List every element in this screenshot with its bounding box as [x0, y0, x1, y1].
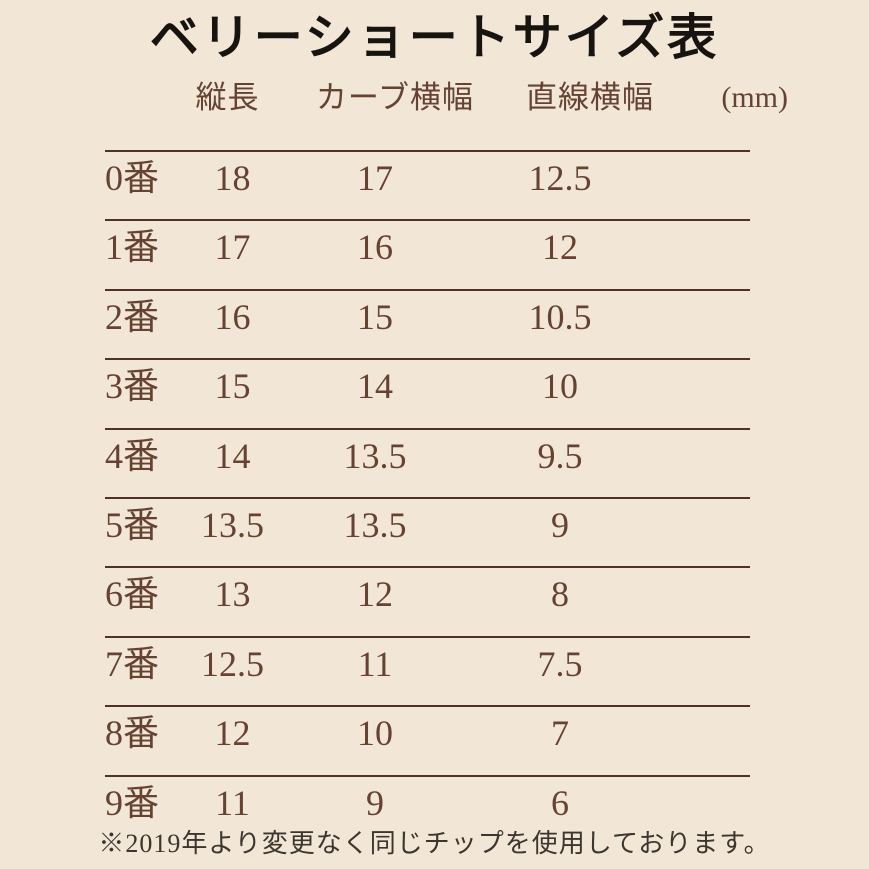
cell-value: 9 [366, 782, 384, 823]
size-table-body: 0番 18 17 12.5 1番 17 16 12 2番 16 15 10.5 3番 15 14 10 4番 14… [105, 150, 750, 844]
cell-value: 12 [357, 574, 393, 615]
cell-value: 15 [357, 296, 393, 337]
table-row: 6番 13 12 8 [105, 566, 750, 635]
row-label: 3番 [105, 366, 160, 407]
row-spacer [660, 437, 750, 497]
column-header-straight-width: 直線横幅 [526, 80, 654, 115]
cell-value: 11 [215, 782, 250, 823]
cell-value: 18 [214, 158, 251, 198]
cell-value: 12 [542, 227, 578, 268]
table-row: 1番 17 16 12 [105, 219, 750, 288]
row-spacer [660, 714, 750, 774]
row-spacer [660, 506, 750, 566]
unit-label: (mm) [721, 81, 788, 114]
cell-value: 10 [542, 366, 578, 407]
table-row: 0番 18 17 12.5 [105, 150, 750, 219]
cell-value: 12.5 [528, 158, 592, 198]
row-label: 1番 [105, 227, 160, 268]
row-spacer [660, 645, 750, 705]
cell-value: 14 [357, 366, 393, 407]
cell-value: 10.5 [528, 296, 592, 337]
row-spacer [660, 575, 750, 635]
cell-value: 8 [551, 574, 569, 615]
cell-value: 16 [357, 227, 393, 268]
row-label: 2番 [105, 296, 160, 337]
cell-value: 12.5 [201, 643, 264, 684]
cell-value: 17 [214, 227, 251, 268]
cell-value: 15 [214, 366, 251, 407]
table-row: 3番 15 14 10 [105, 358, 750, 427]
table-row: 5番 13.5 13.5 9 [105, 496, 750, 566]
cell-value: 10 [357, 713, 393, 754]
table-row: 8番 12 10 7 [105, 705, 750, 774]
cell-value: 9.5 [537, 435, 583, 476]
cell-value: 12 [214, 713, 251, 754]
cell-value: 6 [551, 782, 569, 823]
cell-value: 17 [357, 158, 393, 198]
table-row: 9番 11 9 6 [105, 774, 750, 844]
cell-value: 13.5 [343, 504, 407, 545]
row-label: 4番 [105, 435, 160, 476]
row-label: 6番 [105, 574, 160, 615]
cell-value: 13.5 [201, 504, 264, 545]
row-label: 0番 [105, 158, 160, 198]
cell-value: 9 [551, 504, 569, 545]
row-label: 7番 [105, 643, 160, 684]
table-row: 4番 14 13.5 9.5 [105, 427, 750, 497]
column-header-curve-width: カーブ横幅 [315, 80, 475, 115]
page-title: ベリーショートサイズ表 [149, 9, 720, 66]
table-row: 2番 16 15 10.5 [105, 288, 750, 358]
row-spacer [660, 298, 750, 358]
row-label: 8番 [105, 713, 160, 754]
row-label: 9番 [105, 782, 160, 823]
column-header-length: 縦長 [195, 80, 260, 115]
row-spacer [660, 228, 750, 288]
cell-value: 13.5 [343, 435, 407, 476]
row-spacer [660, 159, 750, 219]
cell-value: 16 [214, 296, 251, 337]
cell-value: 14 [214, 435, 251, 476]
table-header-row: 縦長 カーブ横幅 直線横幅 (mm) [105, 78, 790, 118]
cell-value: 13 [214, 574, 251, 615]
row-label: 5番 [105, 504, 160, 545]
footnote: ※2019年より変更なく同じチップを使用しております。 [98, 829, 771, 858]
row-spacer [660, 367, 750, 427]
cell-value: 7.5 [537, 643, 583, 684]
cell-value: 7 [551, 713, 569, 754]
cell-value: 11 [357, 643, 393, 684]
table-row: 7番 12.5 11 7.5 [105, 635, 750, 705]
